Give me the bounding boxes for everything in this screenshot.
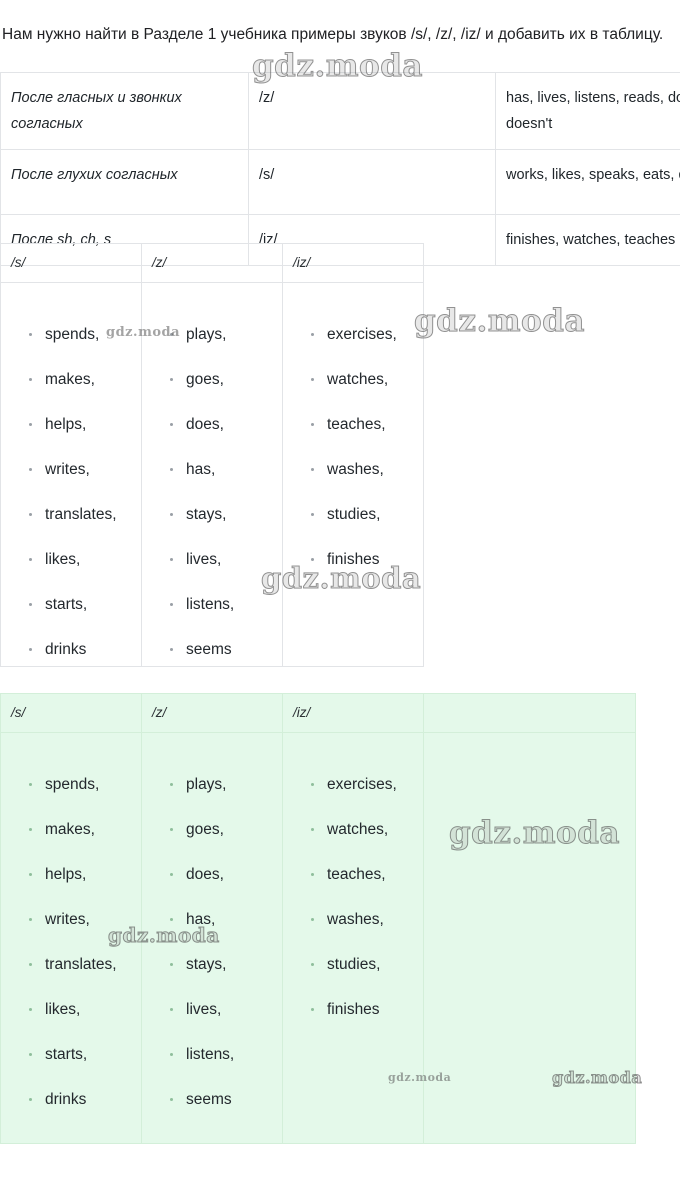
list-item: seems [142, 1077, 282, 1122]
word-cell-z: plays, goes, does, has, stays, lives, listens,… [141, 282, 283, 667]
list-item: watches, [283, 807, 423, 852]
word-cell-empty [423, 732, 636, 1144]
list-item: exercises, [283, 762, 423, 807]
rule-condition-cell: После гласных и звонких согласных [0, 72, 249, 150]
list-item: drinks [1, 1077, 141, 1122]
list-item: helps, [1, 402, 141, 447]
word-list: spends, makes, helps, writes, translates, lik… [1, 733, 141, 1143]
list-item: likes, [1, 987, 141, 1032]
word-list [424, 733, 635, 1143]
word-cell-s: spends, makes, helps, writes, translates, lik… [0, 282, 142, 667]
list-item: starts, [1, 1032, 141, 1077]
word-cell-iz: exercises, watches, teaches, washes, studies… [282, 282, 424, 667]
list-item: lives, [142, 987, 282, 1032]
column-header-s: /s/ [0, 693, 142, 733]
list-item: stays, [142, 492, 282, 537]
rule-examples-cell: works, likes, speaks, eats, drinks [495, 149, 680, 215]
list-item: exercises, [283, 312, 423, 357]
column-header-iz: /iz/ [282, 693, 424, 733]
list-item: goes, [142, 357, 282, 402]
word-cell-s: spends, makes, helps, writes, translates, lik… [0, 732, 142, 1144]
word-list: exercises, watches, teaches, washes, studies… [283, 283, 423, 666]
list-item: plays, [142, 312, 282, 357]
column-header-iz: /iz/ [282, 243, 424, 283]
list-item: helps, [1, 852, 141, 897]
rule-sound-cell: /z/ [248, 72, 496, 150]
table-row: После глухих согласных /s/ works, likes,… [0, 149, 680, 215]
rule-sound-cell: /s/ [248, 149, 496, 215]
column-header-empty [423, 693, 636, 733]
list-item: likes, [1, 537, 141, 582]
list-item: seems [142, 627, 282, 672]
table-row: spends, makes, helps, writes, translates, lik… [0, 282, 424, 667]
list-item: teaches, [283, 402, 423, 447]
list-item: spends, [1, 312, 141, 357]
column-header-s: /s/ [0, 243, 142, 283]
list-item: does, [142, 402, 282, 447]
list-item: does, [142, 852, 282, 897]
list-item: writes, [1, 447, 141, 492]
list-item: finishes [283, 987, 423, 1032]
list-item: writes, [1, 897, 141, 942]
word-list: plays, goes, does, has, stays, lives, listens,… [142, 733, 282, 1143]
rule-examples-cell: finishes, watches, teaches [495, 214, 680, 266]
rule-examples-cell: has, lives, listens, reads, does, doesn'… [495, 72, 680, 150]
list-item: teaches, [283, 852, 423, 897]
list-item: goes, [142, 807, 282, 852]
list-item: washes, [283, 897, 423, 942]
table-header-row: /s/ /z/ /iz/ [0, 243, 424, 283]
answer-table-highlighted: /s/ /z/ /iz/ spends, makes, helps, writes, t… [0, 693, 636, 1144]
list-item: lives, [142, 537, 282, 582]
table-row: spends, makes, helps, writes, translates, lik… [0, 732, 636, 1144]
word-cell-iz: exercises, watches, teaches, washes, studies… [282, 732, 424, 1144]
list-item: has, [142, 897, 282, 942]
list-item: makes, [1, 807, 141, 852]
pronunciation-rules-table: После гласных и звонких согласных /z/ ha… [0, 72, 680, 266]
rule-condition-cell: После глухих согласных [0, 149, 249, 215]
list-item: stays, [142, 942, 282, 987]
list-item: finishes [283, 537, 423, 582]
list-item: translates, [1, 492, 141, 537]
list-item: listens, [142, 582, 282, 627]
column-header-z: /z/ [141, 693, 283, 733]
list-item: drinks [1, 627, 141, 672]
list-item: listens, [142, 1032, 282, 1077]
list-item: spends, [1, 762, 141, 807]
list-item: plays, [142, 762, 282, 807]
list-item: studies, [283, 942, 423, 987]
word-cell-z: plays, goes, does, has, stays, lives, listens,… [141, 732, 283, 1144]
word-list: spends, makes, helps, writes, translates, lik… [1, 283, 141, 666]
page-intro-text: Нам нужно найти в Разделе 1 учебника при… [2, 25, 664, 43]
list-item: has, [142, 447, 282, 492]
list-item: watches, [283, 357, 423, 402]
list-item: starts, [1, 582, 141, 627]
table-row: После гласных и звонких согласных /z/ ha… [0, 72, 680, 150]
word-list: exercises, watches, teaches, washes, studies… [283, 733, 423, 1143]
list-item: washes, [283, 447, 423, 492]
column-header-z: /z/ [141, 243, 283, 283]
list-item: studies, [283, 492, 423, 537]
word-list: plays, goes, does, has, stays, lives, listens,… [142, 283, 282, 666]
table-header-row: /s/ /z/ /iz/ [0, 693, 636, 733]
watermark-logo: gdz.moda [414, 303, 586, 340]
list-item: translates, [1, 942, 141, 987]
answer-table-plain: /s/ /z/ /iz/ spends, makes, helps, writes, t… [0, 243, 424, 667]
list-item: makes, [1, 357, 141, 402]
